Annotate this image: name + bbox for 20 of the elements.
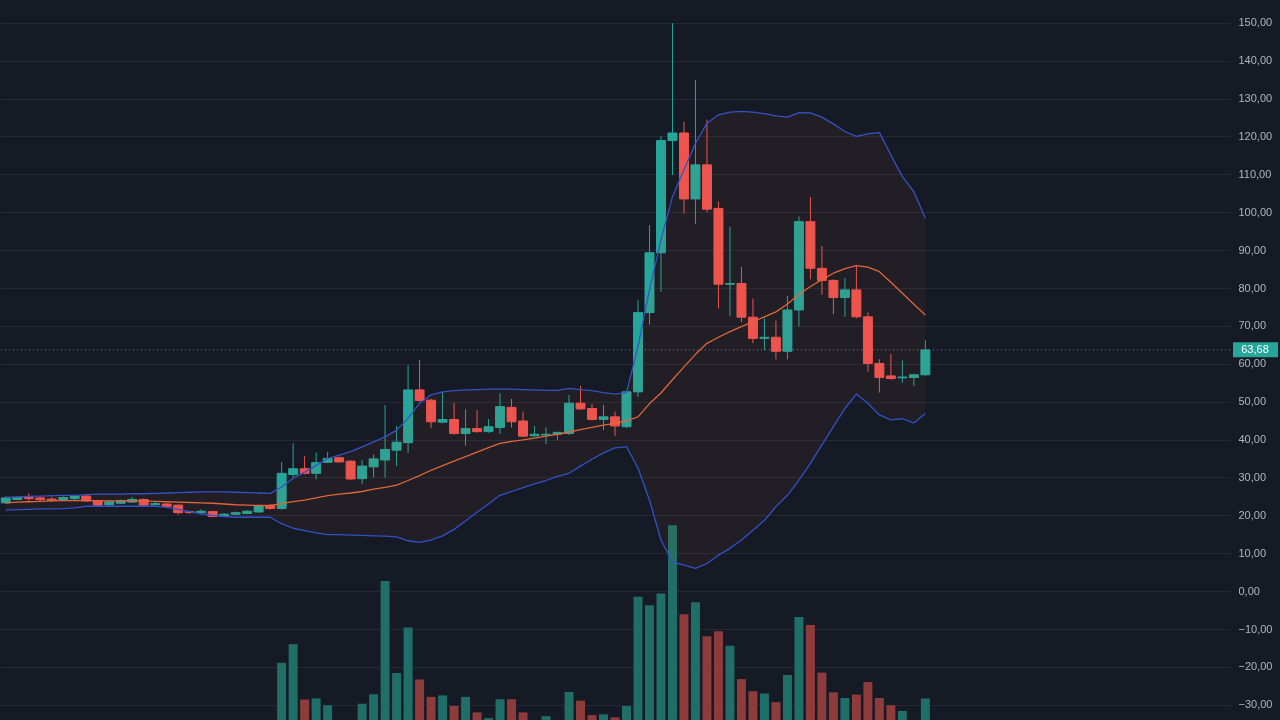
y-tick-label: 140,00 bbox=[1238, 54, 1273, 67]
y-tick-label: 0,00 bbox=[1238, 584, 1260, 597]
y-tick-label: 40,00 bbox=[1238, 433, 1267, 446]
y-tick-label: 60,00 bbox=[1238, 357, 1267, 370]
y-tick-label: 70,00 bbox=[1238, 319, 1267, 332]
y-tick-label: 20,00 bbox=[1238, 508, 1267, 521]
y-tick-label: 150,00 bbox=[1238, 16, 1273, 29]
y-tick-label: 90,00 bbox=[1238, 243, 1267, 256]
y-tick-label: 80,00 bbox=[1238, 281, 1267, 294]
y-tick-label: −30,00 bbox=[1238, 698, 1273, 711]
y-tick-label: 10,00 bbox=[1238, 546, 1267, 559]
y-tick-label: −20,00 bbox=[1238, 660, 1273, 673]
y-tick-label: −10,00 bbox=[1238, 622, 1273, 635]
ref-line-label: 63,68 bbox=[1241, 342, 1269, 355]
y-tick-label: 130,00 bbox=[1238, 92, 1273, 105]
y-tick-label: 100,00 bbox=[1238, 205, 1273, 218]
y-tick-label: 30,00 bbox=[1238, 470, 1267, 483]
y-tick-label: 120,00 bbox=[1238, 129, 1273, 142]
y-tick-label: 50,00 bbox=[1238, 395, 1267, 408]
y-tick-label: 110,00 bbox=[1238, 167, 1272, 180]
